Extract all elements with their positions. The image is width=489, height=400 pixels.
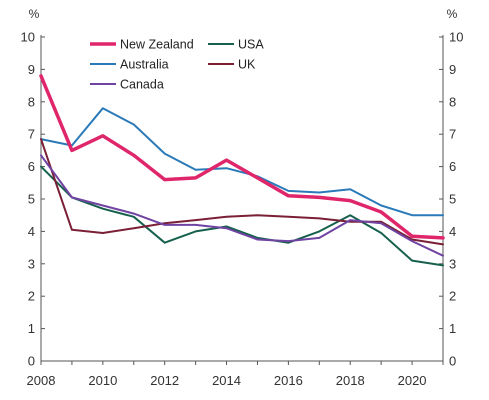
legend: New Zealand USA Australia UK Canada [90, 38, 264, 92]
series-lines [39, 74, 445, 267]
x-tick-labels: 2008 2010 2012 2014 2016 2018 2020 [27, 361, 444, 388]
series-line-australia [40, 107, 444, 217]
y-tick-labels-right: 0 1 2 3 4 5 6 7 8 9 10 [439, 30, 463, 369]
series-line-canada [40, 154, 444, 257]
y-tick-label-left: 1 [28, 321, 35, 336]
y-tick-label-left: 10 [21, 30, 35, 45]
x-tick-label: 2008 [27, 373, 56, 388]
y-tick-label-right: 9 [449, 62, 456, 77]
axes [40, 35, 444, 362]
y-tick-label-left: 5 [28, 192, 35, 207]
y-tick-label-left: 2 [28, 289, 35, 304]
x-tick-label: 2014 [212, 373, 241, 388]
legend-label-uk: UK [238, 58, 256, 72]
y-tick-label-right: 0 [449, 354, 456, 369]
y-tick-label-left: 7 [28, 127, 35, 142]
y-tick-label-right: 10 [449, 30, 463, 45]
y-tick-label-right: 4 [449, 224, 456, 239]
y-tick-label-right: 1 [449, 321, 456, 336]
legend-label-usa: USA [238, 38, 264, 52]
y-tick-label-right: 2 [449, 289, 456, 304]
y-tick-label-right: 5 [449, 192, 456, 207]
y-tick-label-left: 8 [28, 94, 35, 109]
series-line-usa [40, 165, 444, 267]
x-tick-label: 2020 [398, 373, 427, 388]
x-tick-label: 2010 [88, 373, 117, 388]
series-line-uk [40, 138, 444, 246]
x-tick-label: 2018 [336, 373, 365, 388]
y-tick-label-left: 3 [28, 256, 35, 271]
x-tick-label: 2012 [150, 373, 179, 388]
legend-label-new-zealand: New Zealand [120, 38, 194, 52]
y-tick-label-left: 4 [28, 224, 35, 239]
legend-label-canada: Canada [120, 78, 164, 92]
x-tick-label: 2016 [274, 373, 303, 388]
y-axis-unit-left: % [29, 7, 40, 21]
y-tick-labels-left: 0 1 2 3 4 5 6 7 8 9 10 [21, 30, 45, 369]
y-tick-label-right: 7 [449, 127, 456, 142]
legend-label-australia: Australia [120, 58, 169, 72]
y-tick-label-right: 3 [449, 256, 456, 271]
series-line-new-zealand [39, 74, 445, 240]
y-tick-label-left: 0 [28, 354, 35, 369]
y-tick-label-right: 8 [449, 94, 456, 109]
y-tick-label-left: 9 [28, 62, 35, 77]
y-tick-label-right: 6 [449, 159, 456, 174]
y-tick-label-left: 6 [28, 159, 35, 174]
y-axis-unit-right: % [447, 7, 458, 21]
